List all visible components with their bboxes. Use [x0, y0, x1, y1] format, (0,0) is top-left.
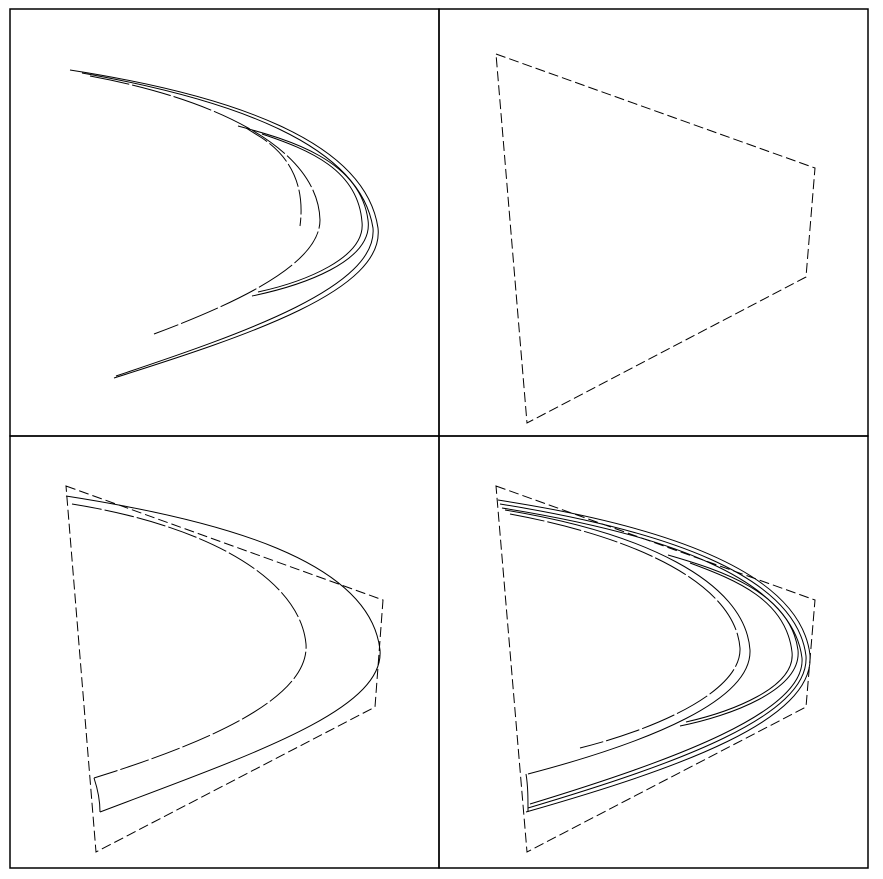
image-quadrilateral	[65, 485, 384, 853]
overlay-inner-fold-2	[509, 513, 741, 749]
fold-inner	[71, 503, 307, 779]
overlay-quadrilateral	[495, 485, 816, 853]
fold-edge-left	[93, 777, 101, 813]
panel-frame-top-right	[438, 8, 869, 437]
fold-outer	[65, 495, 381, 813]
overlay-inner-hook	[667, 554, 799, 727]
attractor-outer-fold-2	[81, 72, 374, 377]
attractor-inner-hook-2	[257, 133, 363, 293]
panel-frame-bottom-left	[9, 435, 440, 869]
overlay-inner-hook-2	[685, 562, 793, 723]
panel-frame-top-left	[9, 8, 440, 437]
attractor-inner-fold	[89, 75, 321, 335]
overlay-outer-fold-2	[499, 503, 807, 809]
overlay-outer-fold	[497, 499, 811, 813]
trapping-quadrilateral	[495, 53, 816, 424]
overlay-outer-fold-3	[501, 507, 803, 805]
overlay-edge-left	[525, 773, 529, 813]
attractor-inner-hook-3	[245, 127, 302, 227]
attractor-inner-hook	[237, 125, 369, 297]
panel-trapping-region	[495, 53, 816, 424]
panel-first-iterate	[65, 485, 384, 853]
panel-frame-bottom-right	[438, 435, 869, 869]
overlay-inner-fold	[504, 509, 751, 775]
panel-overlay	[495, 485, 816, 853]
panel-attractor	[69, 69, 379, 379]
attractor-outer-fold	[69, 69, 379, 379]
